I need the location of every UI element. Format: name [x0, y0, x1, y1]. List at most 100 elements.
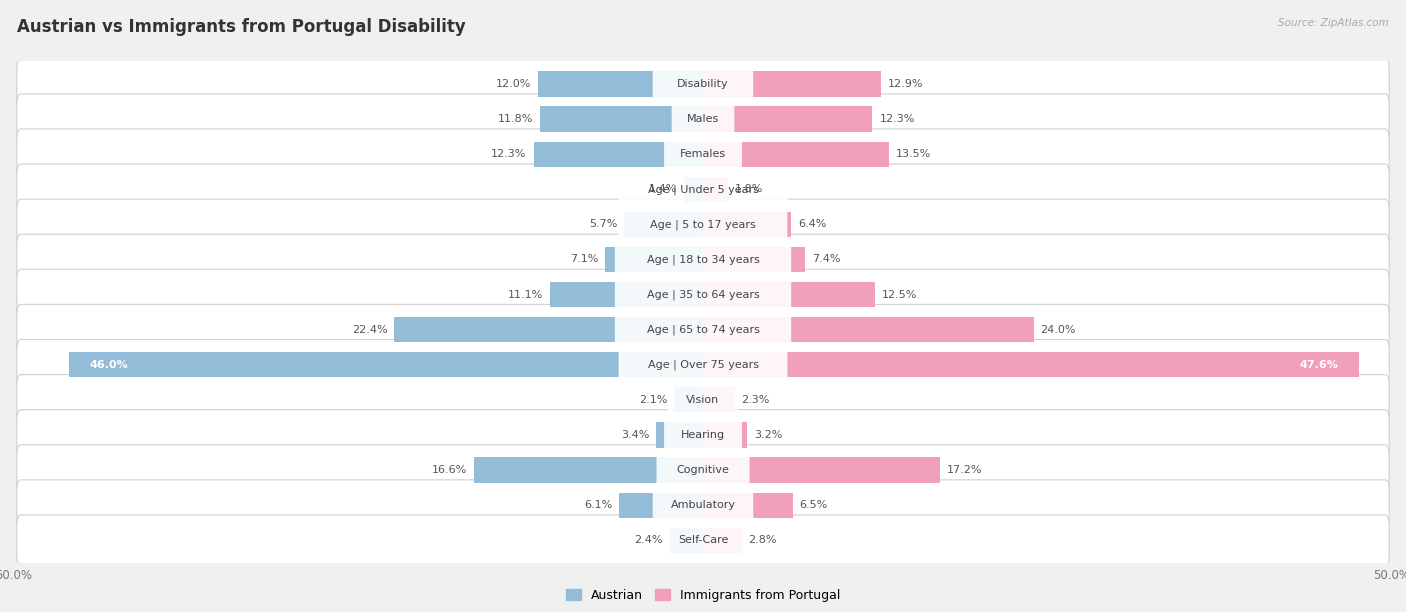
Bar: [540, 106, 703, 132]
Text: 13.5%: 13.5%: [896, 149, 931, 159]
FancyBboxPatch shape: [614, 242, 792, 277]
Text: 1.4%: 1.4%: [648, 184, 676, 194]
Text: Age | Over 75 years: Age | Over 75 years: [648, 359, 758, 370]
Text: 2.1%: 2.1%: [638, 395, 668, 405]
Text: Hearing: Hearing: [681, 430, 725, 440]
Bar: [673, 387, 703, 412]
Text: 16.6%: 16.6%: [432, 465, 467, 475]
Bar: [703, 528, 741, 553]
Bar: [619, 493, 703, 518]
Text: 12.9%: 12.9%: [887, 79, 924, 89]
Bar: [605, 247, 703, 272]
Text: Vision: Vision: [686, 395, 720, 405]
Text: 1.8%: 1.8%: [735, 184, 763, 194]
Text: 6.4%: 6.4%: [799, 219, 827, 230]
Bar: [703, 212, 792, 237]
Text: 7.1%: 7.1%: [569, 255, 599, 264]
FancyBboxPatch shape: [17, 375, 1389, 425]
FancyBboxPatch shape: [652, 488, 754, 522]
FancyBboxPatch shape: [657, 523, 749, 558]
FancyBboxPatch shape: [17, 129, 1389, 179]
Bar: [69, 352, 703, 378]
FancyBboxPatch shape: [17, 269, 1389, 320]
Text: Age | 5 to 17 years: Age | 5 to 17 years: [650, 219, 756, 230]
Text: 12.5%: 12.5%: [882, 289, 918, 299]
Bar: [703, 106, 873, 132]
FancyBboxPatch shape: [17, 234, 1389, 285]
Bar: [703, 177, 728, 202]
Bar: [657, 422, 703, 447]
Bar: [394, 317, 703, 342]
Text: Age | 18 to 34 years: Age | 18 to 34 years: [647, 254, 759, 265]
Text: 12.3%: 12.3%: [879, 114, 915, 124]
Text: Age | Under 5 years: Age | Under 5 years: [648, 184, 758, 195]
Text: 2.8%: 2.8%: [748, 536, 778, 545]
FancyBboxPatch shape: [657, 453, 749, 487]
Text: 2.3%: 2.3%: [741, 395, 770, 405]
FancyBboxPatch shape: [17, 59, 1389, 110]
Text: 12.3%: 12.3%: [491, 149, 527, 159]
Bar: [703, 352, 1358, 378]
Bar: [703, 317, 1033, 342]
FancyBboxPatch shape: [17, 94, 1389, 144]
Text: 24.0%: 24.0%: [1040, 325, 1076, 335]
Bar: [703, 457, 941, 483]
FancyBboxPatch shape: [17, 515, 1389, 565]
FancyBboxPatch shape: [17, 445, 1389, 495]
FancyBboxPatch shape: [17, 340, 1389, 390]
Bar: [703, 282, 875, 307]
Bar: [703, 387, 735, 412]
Text: 6.1%: 6.1%: [583, 500, 612, 510]
Bar: [703, 72, 880, 97]
Text: 3.2%: 3.2%: [754, 430, 782, 440]
Text: 5.7%: 5.7%: [589, 219, 617, 230]
Text: 11.1%: 11.1%: [508, 289, 543, 299]
Bar: [550, 282, 703, 307]
Bar: [703, 247, 806, 272]
FancyBboxPatch shape: [17, 304, 1389, 355]
FancyBboxPatch shape: [17, 409, 1389, 460]
Bar: [703, 422, 747, 447]
Bar: [474, 457, 703, 483]
Text: 2.4%: 2.4%: [634, 536, 664, 545]
FancyBboxPatch shape: [664, 137, 742, 171]
FancyBboxPatch shape: [614, 313, 792, 347]
Text: Source: ZipAtlas.com: Source: ZipAtlas.com: [1278, 18, 1389, 28]
FancyBboxPatch shape: [17, 199, 1389, 250]
Text: Ambulatory: Ambulatory: [671, 500, 735, 510]
Text: 11.8%: 11.8%: [498, 114, 533, 124]
Text: 3.4%: 3.4%: [621, 430, 650, 440]
Text: 12.0%: 12.0%: [495, 79, 531, 89]
FancyBboxPatch shape: [672, 102, 734, 136]
Text: 22.4%: 22.4%: [352, 325, 388, 335]
FancyBboxPatch shape: [619, 172, 787, 206]
Bar: [683, 177, 703, 202]
Legend: Austrian, Immigrants from Portugal: Austrian, Immigrants from Portugal: [561, 584, 845, 607]
FancyBboxPatch shape: [17, 480, 1389, 531]
FancyBboxPatch shape: [652, 67, 754, 101]
FancyBboxPatch shape: [17, 164, 1389, 215]
Bar: [533, 141, 703, 167]
FancyBboxPatch shape: [619, 348, 787, 382]
Text: Age | 65 to 74 years: Age | 65 to 74 years: [647, 324, 759, 335]
FancyBboxPatch shape: [668, 382, 738, 417]
FancyBboxPatch shape: [619, 207, 787, 242]
Text: Males: Males: [688, 114, 718, 124]
Text: 46.0%: 46.0%: [90, 360, 128, 370]
Bar: [669, 528, 703, 553]
Text: 47.6%: 47.6%: [1299, 360, 1339, 370]
Text: Disability: Disability: [678, 79, 728, 89]
Bar: [537, 72, 703, 97]
Text: Females: Females: [681, 149, 725, 159]
Bar: [703, 493, 793, 518]
Text: Age | 35 to 64 years: Age | 35 to 64 years: [647, 289, 759, 300]
Text: 17.2%: 17.2%: [946, 465, 983, 475]
Text: Cognitive: Cognitive: [676, 465, 730, 475]
Text: Austrian vs Immigrants from Portugal Disability: Austrian vs Immigrants from Portugal Dis…: [17, 18, 465, 36]
Text: Self-Care: Self-Care: [678, 536, 728, 545]
Text: 7.4%: 7.4%: [811, 255, 841, 264]
Bar: [624, 212, 703, 237]
FancyBboxPatch shape: [664, 418, 742, 452]
FancyBboxPatch shape: [614, 277, 792, 312]
Text: 6.5%: 6.5%: [800, 500, 828, 510]
